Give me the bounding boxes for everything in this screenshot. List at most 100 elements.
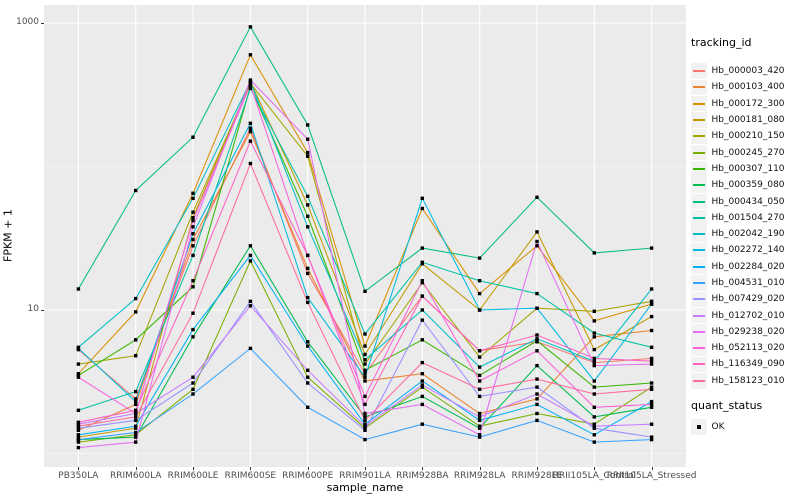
legend-item: Hb_116349_090 [691, 356, 799, 373]
line-swatch-icon [692, 102, 705, 105]
data-point [592, 363, 596, 368]
data-point [592, 335, 596, 339]
legend-key [691, 210, 707, 226]
data-point [191, 375, 195, 379]
x-tick-label: RRIM928LA [453, 471, 506, 481]
data-point [76, 433, 81, 437]
x-tick-mark [422, 467, 424, 470]
data-point [134, 424, 138, 428]
data-point [134, 440, 138, 444]
y-tick-mark [41, 23, 44, 24]
legend-item-label: Hb_000181_080 [711, 115, 785, 126]
data-point [306, 150, 310, 155]
x-tick-label: RRII105LA_Stressed [606, 471, 697, 481]
line-swatch-icon [692, 216, 705, 219]
line-swatch-icon [692, 314, 705, 317]
data-point [649, 362, 654, 366]
data-point [76, 424, 81, 428]
line-swatch-icon [692, 379, 705, 382]
x-tick-label: RRII105LA_Control [552, 471, 636, 481]
data-point [306, 344, 310, 348]
x-tick-label: RRIM600LA [109, 471, 162, 481]
legend-key [691, 79, 707, 96]
legend-key [691, 177, 707, 193]
data-point [191, 244, 195, 248]
data-point [477, 365, 482, 369]
data-point [363, 372, 367, 376]
data-point [248, 259, 253, 263]
data-point [649, 435, 654, 439]
legend-key [691, 419, 707, 435]
data-point [649, 299, 654, 303]
legend-key [691, 373, 707, 389]
line-swatch-icon [692, 135, 705, 138]
data-point [248, 53, 253, 57]
data-point [649, 287, 654, 291]
data-point [191, 135, 195, 139]
data-point [535, 418, 539, 423]
data-point [248, 161, 253, 166]
plot-panel [44, 5, 686, 467]
data-point [363, 352, 367, 357]
data-point [248, 299, 253, 303]
data-point [191, 253, 195, 258]
x-tick-label: PB350LA [58, 471, 99, 481]
data-point [649, 387, 654, 391]
y-axis-title: FPKM + 1 [1, 209, 15, 263]
data-point [191, 191, 195, 195]
legend-item: Hb_002042_190 [691, 226, 799, 242]
data-point [191, 392, 195, 396]
line-swatch-icon [692, 265, 705, 268]
data-point [191, 218, 195, 223]
data-point [191, 387, 195, 391]
data-point [306, 405, 310, 409]
data-point [134, 296, 138, 301]
data-point [535, 377, 539, 381]
legend-key [691, 340, 707, 356]
data-point [306, 375, 310, 379]
data-point [248, 139, 253, 143]
data-point [134, 426, 138, 430]
legend-item-label: Hb_007429_020 [711, 294, 785, 305]
data-point [535, 397, 539, 401]
data-point [477, 308, 482, 312]
legend-item: Hb_012702_010 [691, 307, 799, 324]
data-point [477, 387, 482, 391]
data-point [649, 399, 654, 404]
data-point [134, 435, 138, 439]
data-point [191, 285, 195, 289]
data-point [306, 253, 310, 258]
data-point [477, 355, 482, 359]
data-point [649, 359, 654, 363]
data-point [191, 216, 195, 220]
data-point [477, 424, 482, 428]
data-point [420, 422, 424, 426]
data-point [477, 415, 482, 419]
data-point [191, 381, 195, 385]
legend-key [691, 291, 707, 308]
data-point [535, 291, 539, 296]
legend-item: Hb_000103_400 [691, 79, 799, 96]
data-point [134, 354, 138, 358]
data-point [649, 405, 654, 409]
data-point [76, 426, 81, 430]
legend-item: OK [691, 419, 799, 435]
data-point [420, 196, 424, 200]
legend-key [691, 324, 707, 340]
x-tick-mark [135, 467, 137, 470]
data-point [420, 318, 424, 322]
legend-item: Hb_052113_020 [691, 340, 799, 356]
data-point [592, 347, 596, 352]
data-point [134, 338, 138, 342]
legend-item-label: Hb_000434_050 [711, 196, 785, 207]
data-point [649, 356, 654, 361]
x-tick-mark [479, 467, 481, 470]
data-point [477, 373, 482, 378]
data-point [477, 411, 482, 416]
legend-key [691, 226, 707, 242]
legend-item: Hb_000359_080 [691, 177, 799, 193]
legend-key [691, 242, 707, 259]
data-point [420, 394, 424, 399]
x-tick-mark [250, 467, 252, 470]
data-point [248, 129, 253, 134]
